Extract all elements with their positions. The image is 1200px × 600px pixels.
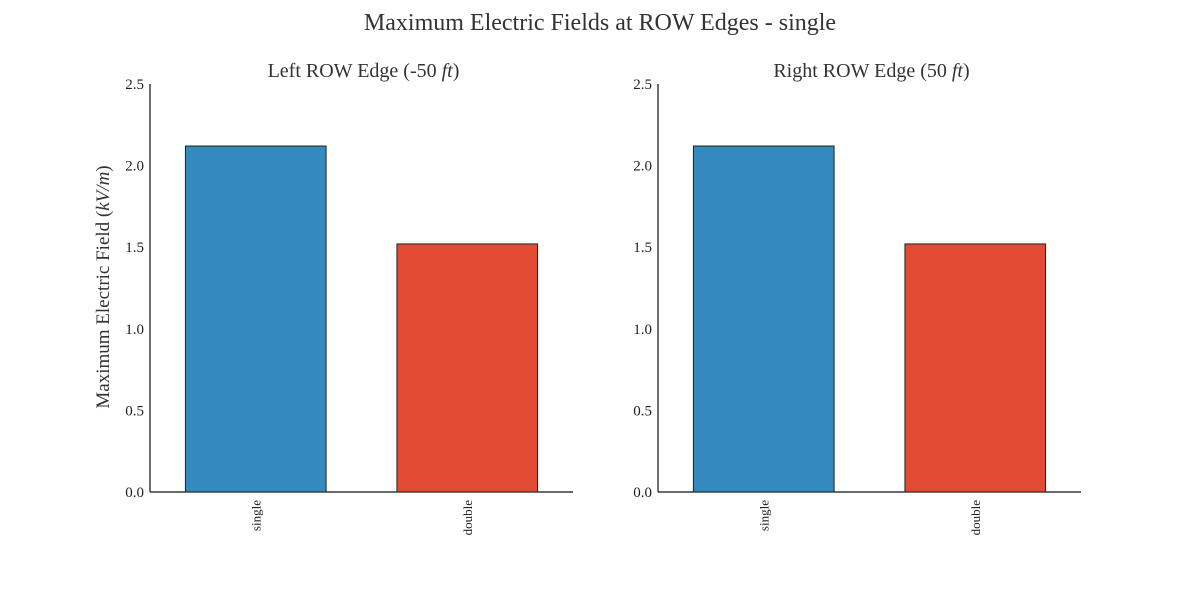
- bar-single: [184, 145, 327, 493]
- y-tick-label: 1.0: [633, 322, 652, 338]
- x-tick-label: single: [756, 500, 771, 531]
- y-tick-label: 1.5: [633, 240, 652, 256]
- figure-title: Maximum Electric Fields at ROW Edges - s…: [364, 10, 836, 36]
- y-tick-label: 0.0: [633, 485, 652, 501]
- panel-title: Right ROW Edge (50 ft): [773, 60, 969, 82]
- y-tick-label: 2.5: [633, 77, 652, 93]
- bar-double: [396, 243, 539, 493]
- panel-right: Right ROW Edge (50 ft) 0.0 0.5 1.0 1.5 2.0 2.5…: [633, 60, 1081, 535]
- y-tick-label: 0.5: [125, 403, 144, 419]
- y-tick-label: 2.0: [125, 159, 144, 175]
- panel-left: Left ROW Edge (-50 ft) 0.0 0.5 1.0 1.5 2.0 2.5…: [93, 60, 573, 535]
- y-tick-label: 2.5: [125, 77, 144, 93]
- x-tick-label: single: [248, 500, 263, 531]
- y-tick-label: 2.0: [633, 159, 652, 175]
- bar-single: [692, 145, 835, 493]
- y-tick-label: 0.0: [125, 485, 144, 501]
- bar-double: [904, 243, 1047, 493]
- x-tick-label: double: [968, 500, 983, 536]
- x-tick-label: double: [460, 500, 475, 536]
- panel-title: Left ROW Edge (-50 ft): [268, 60, 460, 82]
- y-tick-label: 1.0: [125, 322, 144, 338]
- y-axis-label: Maximum Electric Field (kV/m): [93, 165, 114, 408]
- y-tick-label: 1.5: [125, 240, 144, 256]
- y-tick-label: 0.5: [633, 403, 652, 419]
